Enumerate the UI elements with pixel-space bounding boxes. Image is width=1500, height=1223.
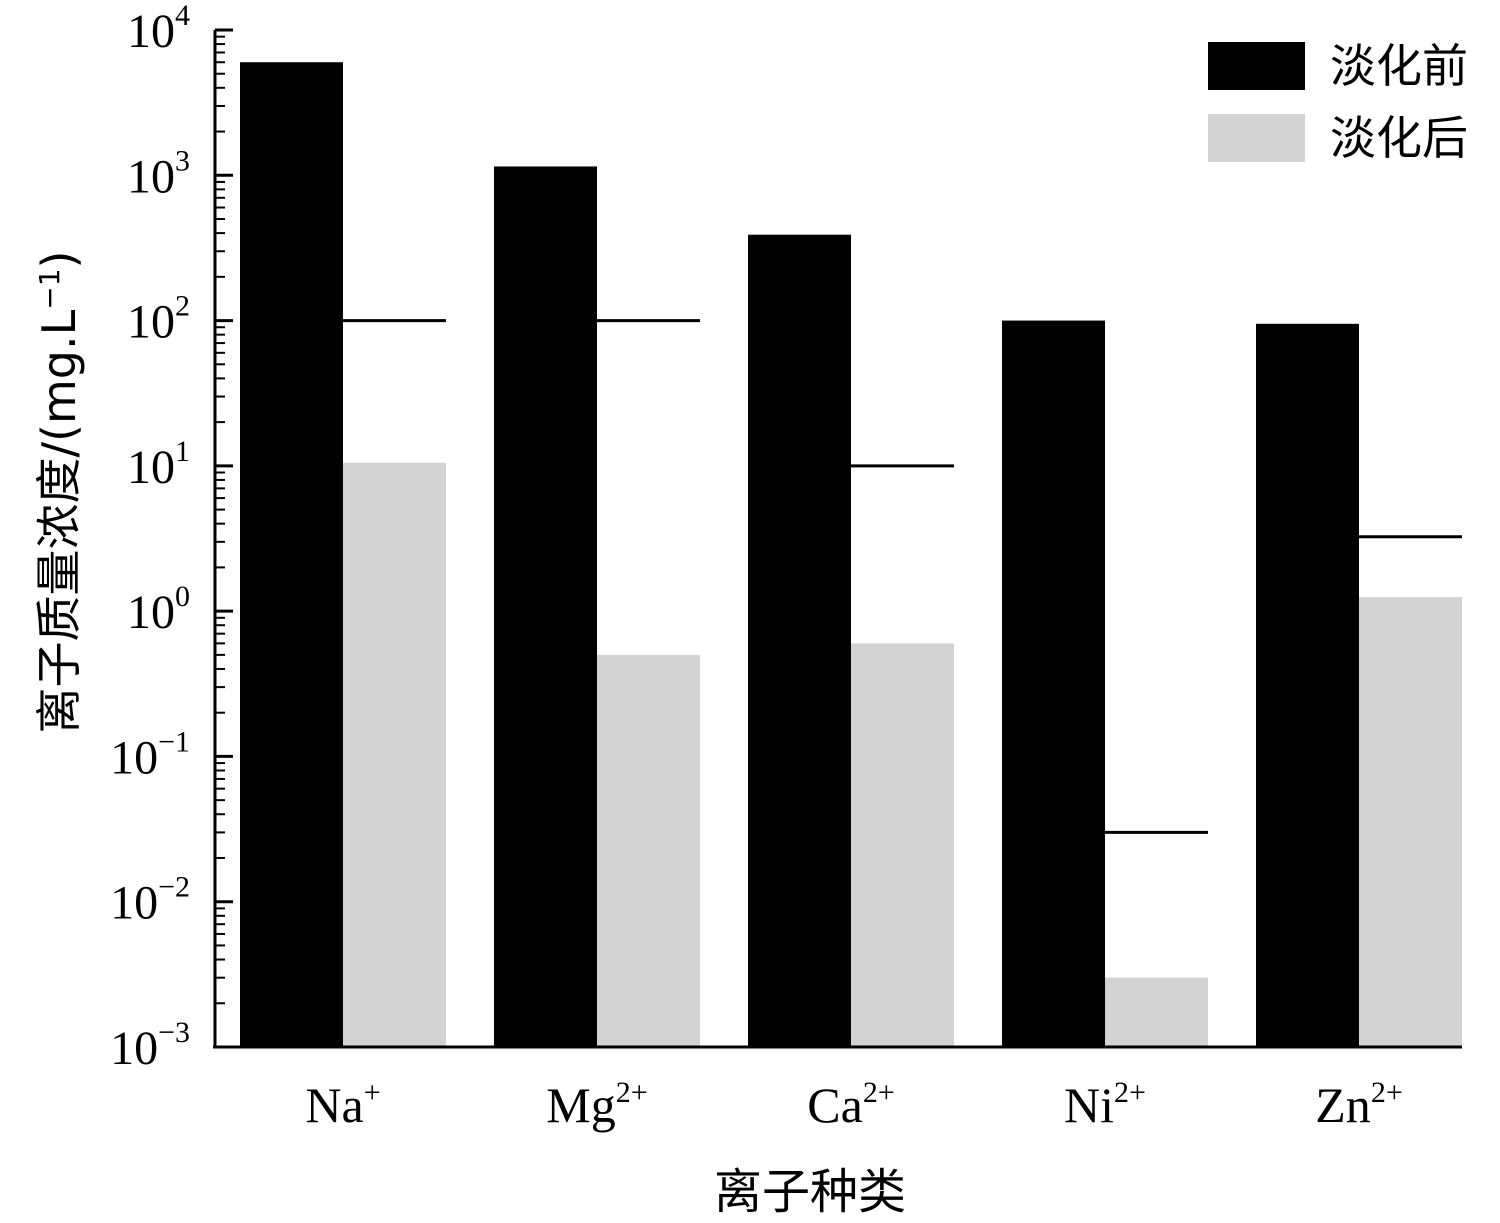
bars-layer — [240, 62, 1462, 1048]
y-axis-title: 离子质量浓度/(mg.L−1) — [32, 251, 86, 734]
x-tick-label-zn: Zn2+ — [1315, 1076, 1402, 1133]
x-tick-label-mg: Mg2+ — [546, 1076, 647, 1133]
y-tick-label: 102 — [127, 290, 190, 349]
legend-swatch-series-1 — [1208, 42, 1305, 90]
x-tick-label-base: Ni — [1064, 1077, 1114, 1133]
x-tick-label-sup: 2+ — [863, 1076, 895, 1109]
y-tick-label-base: 10 — [127, 296, 175, 349]
x-tick-label-sup: 2+ — [1371, 1076, 1403, 1109]
legend-label-series-2: 淡化后 — [1330, 111, 1468, 165]
y-tick-label: 101 — [127, 435, 190, 494]
legend-label-series-1: 淡化前 — [1330, 39, 1468, 93]
legend-swatch-series-2 — [1208, 114, 1305, 162]
y-tick-label-base: 10 — [127, 586, 175, 639]
y-tick-label: 103 — [127, 144, 190, 203]
reference-lines-layer — [343, 319, 1462, 834]
x-tick-label-sup: 2+ — [1114, 1076, 1146, 1109]
x-labels-layer: Na+ Mg2+ Ca2+ Ni2+ Zn2+ — [305, 1076, 1402, 1133]
y-tick-label-exp: −2 — [158, 871, 190, 904]
x-tick-label-base: Mg — [546, 1077, 615, 1133]
x-tick-label-sup: + — [364, 1076, 381, 1109]
bar-zn-series-2 — [1359, 597, 1462, 1047]
y-tick-label-base: 10 — [110, 1022, 158, 1075]
y-tick-label-base: 10 — [127, 441, 175, 494]
bar-na-series-1 — [240, 62, 343, 1048]
bar-zn-series-1 — [1256, 323, 1359, 1047]
y-tick-label-base: 10 — [127, 150, 175, 203]
y-axis-title-main: 离子质量浓度/(mg.L — [32, 309, 86, 733]
x-tick-label-base: Na — [305, 1077, 363, 1133]
bar-mg-series-1 — [494, 166, 597, 1048]
y-axis-title-close: ) — [32, 251, 86, 269]
y-tick-label-exp: 0 — [175, 580, 190, 613]
y-tick-label: 104 — [127, 0, 190, 58]
y-tick-label: 10−3 — [110, 1016, 190, 1075]
y-tick-label-base: 10 — [110, 731, 158, 784]
y-tick-label-exp: 1 — [175, 435, 190, 468]
bar-ni-series-1 — [1002, 320, 1105, 1048]
y-tick-label: 100 — [127, 580, 190, 639]
y-tick-label-exp: 4 — [175, 0, 190, 32]
bar-na-series-2 — [343, 462, 446, 1047]
y-tick-label-exp: 3 — [175, 144, 190, 177]
axes-layer — [213, 30, 1462, 1049]
x-tick-label-sup: 2+ — [616, 1076, 648, 1109]
x-tick-label-ca: Ca2+ — [807, 1076, 894, 1133]
bar-ni-series-2 — [1105, 977, 1208, 1047]
y-tick-label-exp: −1 — [158, 725, 190, 758]
x-axis-title: 离子种类 — [714, 1164, 906, 1220]
bar-ca-series-2 — [851, 643, 954, 1047]
y-tick-label: 10−2 — [110, 871, 190, 930]
bar-mg-series-2 — [597, 654, 700, 1047]
y-tick-label-exp: −3 — [158, 1016, 190, 1049]
x-tick-label-base: Ca — [807, 1077, 863, 1133]
y-tick-label: 10−1 — [110, 725, 190, 784]
x-tick-label-na: Na+ — [305, 1076, 380, 1133]
x-tick-label-ni: Ni2+ — [1064, 1076, 1146, 1133]
y-tick-label-exp: 2 — [175, 290, 190, 323]
y-tick-label-base: 10 — [127, 5, 175, 58]
y-tick-label-base: 10 — [110, 877, 158, 930]
bar-ca-series-1 — [748, 234, 851, 1047]
x-tick-label-base: Zn — [1315, 1077, 1371, 1133]
y-axis-title-exp: −1 — [33, 268, 66, 309]
